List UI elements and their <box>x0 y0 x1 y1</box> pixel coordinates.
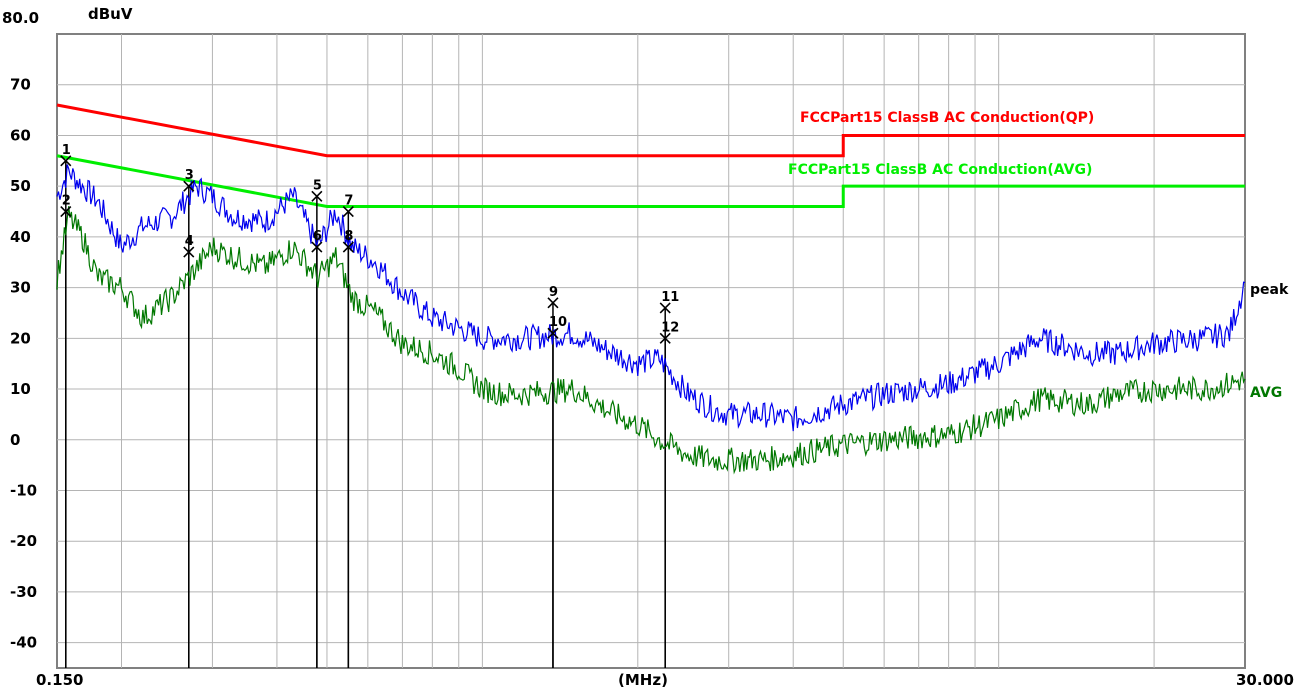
marker-symbol <box>659 332 671 344</box>
y-tick-labels: 70 60 50 40 30 20 10 0 -10 -20 -30 -40 <box>10 76 37 652</box>
marker-symbol <box>183 180 195 192</box>
x-min-label: 0.150 <box>36 671 83 689</box>
marker-lines <box>65 160 666 668</box>
y-tick-label: 20 <box>10 329 31 347</box>
marker-symbol <box>659 302 671 314</box>
series-line <box>56 164 1246 432</box>
marker-symbol <box>183 246 195 258</box>
marker-symbol <box>60 205 72 218</box>
limit-line <box>56 103 1245 158</box>
marker-symbol <box>547 327 559 339</box>
y-axis-label: dBuV <box>88 5 133 23</box>
marker-label: 12 <box>661 320 679 335</box>
marker-label: 5 <box>313 178 322 193</box>
y-tick-label: -10 <box>10 481 37 499</box>
y-tick-label: 30 <box>10 279 31 297</box>
marker-label: 3 <box>185 168 194 183</box>
limit-lines <box>56 103 1245 208</box>
avg-series-label: AVG <box>1250 385 1282 401</box>
marker-symbol <box>311 190 323 202</box>
marker-label: 9 <box>549 285 558 300</box>
y-tick-label: -20 <box>10 532 37 550</box>
y-top-label: 80.0 <box>2 9 39 27</box>
marker-label: 11 <box>661 290 679 305</box>
marker-symbol <box>342 205 354 218</box>
peak-series-label: peak <box>1250 282 1289 298</box>
marker-label: 1 <box>62 143 71 158</box>
marker-label: 8 <box>344 229 353 244</box>
y-tick-label: 0 <box>10 431 20 449</box>
marker-symbol <box>311 241 323 253</box>
marker-label: 2 <box>62 194 71 209</box>
marker-symbol <box>342 241 354 253</box>
series-line <box>56 206 1246 475</box>
marker-label: 10 <box>549 315 567 330</box>
marker-label: 4 <box>185 234 194 249</box>
x-max-label: 30.000 <box>1236 671 1294 689</box>
marker-symbol <box>60 155 72 167</box>
marker-label: 6 <box>313 229 322 244</box>
limit-line <box>56 154 1245 208</box>
y-tick-label: 40 <box>10 228 31 246</box>
y-tick-label: -30 <box>10 583 37 601</box>
x-axis-label: (MHz) <box>618 671 668 689</box>
marker-symbol <box>547 297 559 309</box>
y-tick-label: 70 <box>10 76 31 94</box>
y-tick-label: 50 <box>10 177 31 195</box>
avg-limit-label: FCCPart15 ClassB AC Conduction(AVG) <box>788 162 1092 178</box>
y-tick-label: 10 <box>10 380 31 398</box>
y-tick-label: -40 <box>10 634 37 652</box>
marker-label: 7 <box>344 194 353 209</box>
y-tick-label: 60 <box>10 126 31 144</box>
plot-frame <box>56 33 1246 669</box>
qp-limit-label: FCCPart15 ClassB AC Conduction(QP) <box>800 110 1094 126</box>
series-lines <box>56 164 1246 475</box>
